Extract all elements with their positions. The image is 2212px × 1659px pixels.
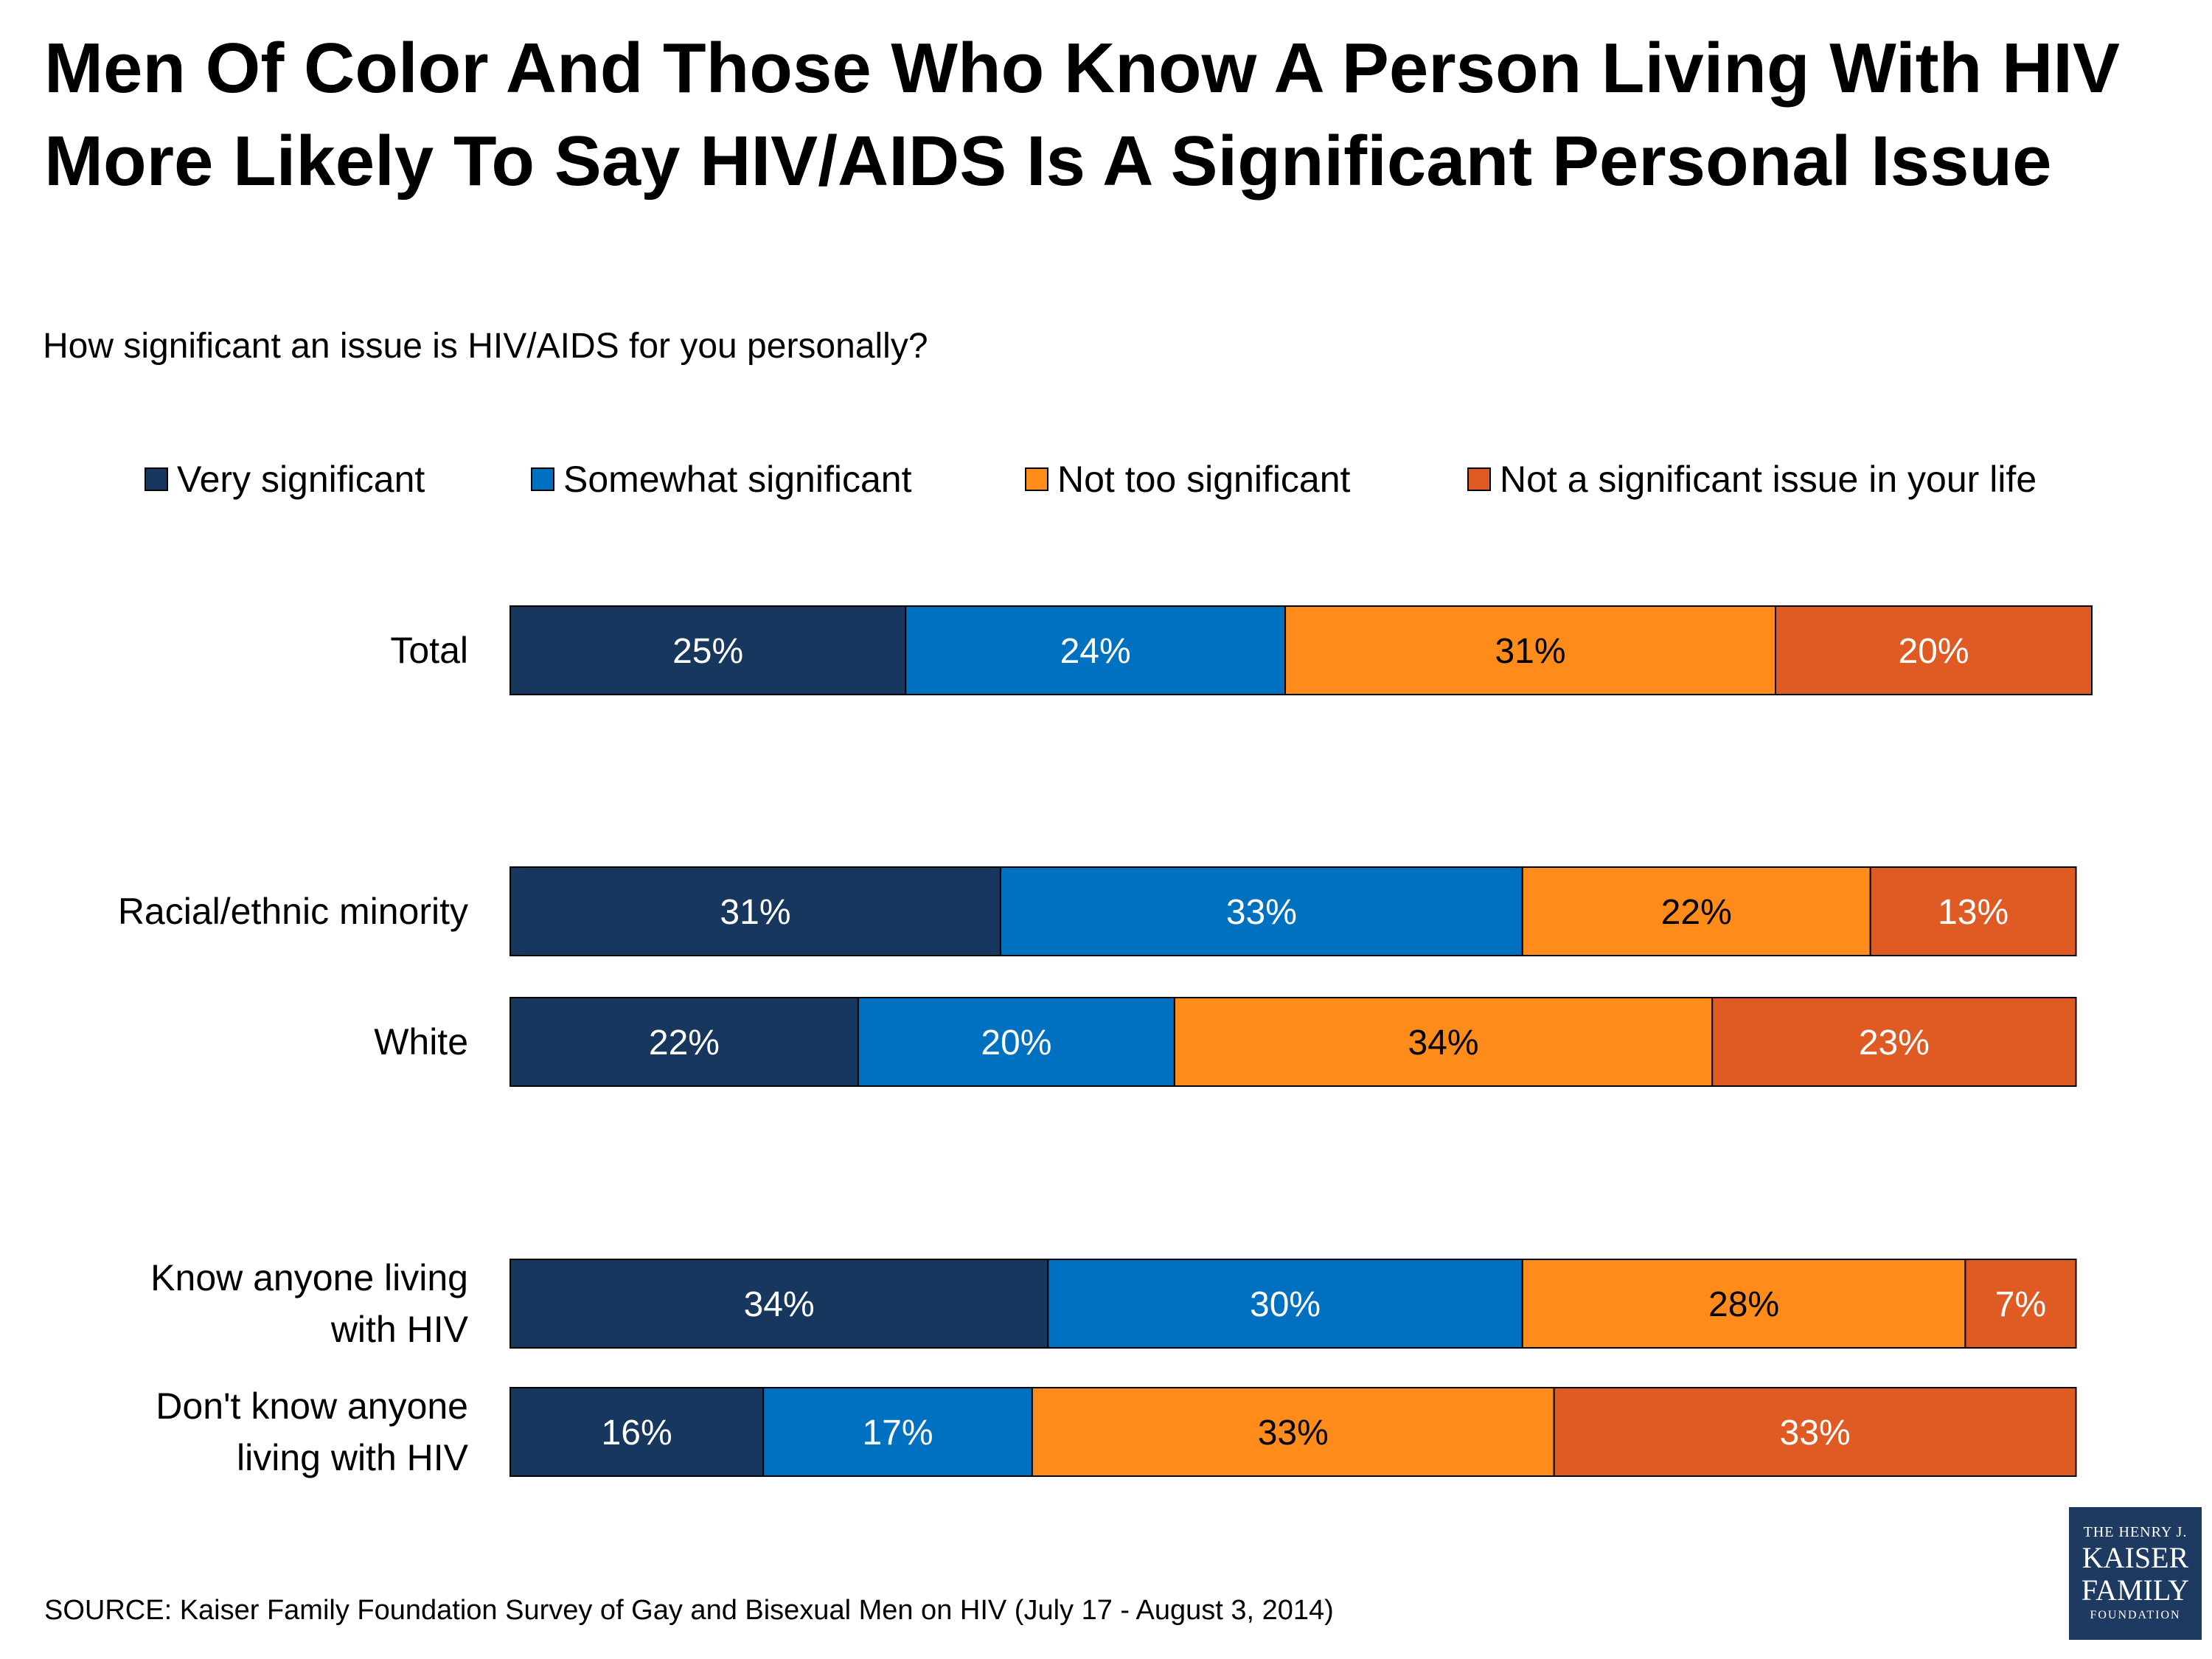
data-label-know-anyone-living-with-hiv-not-a-significant-issue-in-your-life: 7%: [1995, 1285, 2046, 1324]
legend-swatch: [1025, 467, 1048, 491]
bar-segment-white-somewhat-significant: [857, 997, 1175, 1087]
legend-swatch: [1467, 467, 1491, 491]
category-label-total: Total: [390, 630, 468, 671]
data-label-white-very-significant: 22%: [649, 1023, 720, 1062]
legend-label: Somewhat significant: [563, 459, 912, 500]
logo-line-3: FAMILY: [2081, 1573, 2190, 1607]
source-note: SOURCE: Kaiser Family Foundation Survey …: [44, 1595, 1334, 1626]
legend-item-very-significant: Very significant: [145, 450, 425, 509]
bar-segment-know-anyone-living-with-hiv-somewhat-significant: [1047, 1259, 1523, 1349]
title-line-2: More Likely To Say HIV/AIDS Is A Signifi…: [44, 122, 2052, 201]
logo-line-1: THE HENRY J.: [2083, 1524, 2188, 1540]
bar-segment-white-very-significant: [509, 997, 859, 1087]
bar-segment-white-not-too-significant: [1173, 997, 1714, 1087]
data-label-don-t-know-anyone-living-with-hiv-not-a-significant-issue-in-your-life: 33%: [1780, 1413, 1851, 1453]
data-label-total-not-a-significant-issue-in-your-life: 20%: [1898, 632, 1969, 671]
bar-segment-racial-ethnic-minority-not-a-significant-issue-in-your-life: [1869, 866, 2077, 956]
data-label-racial-ethnic-minority-not-too-significant: 22%: [1661, 893, 1732, 932]
data-label-white-somewhat-significant: 20%: [981, 1023, 1051, 1062]
category-label-racial-ethnic-minority: Racial/ethnic minority: [117, 891, 468, 932]
bar-segment-total-not-too-significant: [1284, 605, 1777, 695]
kff-logo: THE HENRY J. KAISER FAMILY FOUNDATION: [2069, 1507, 2202, 1640]
bar-segment-don-t-know-anyone-living-with-hiv-very-significant: [509, 1387, 765, 1477]
legend-label: Not a significant issue in your life: [1500, 459, 2037, 500]
legend-swatch: [145, 467, 168, 491]
bar-segment-know-anyone-living-with-hiv-not-too-significant: [1521, 1259, 1966, 1349]
bar-segment-know-anyone-living-with-hiv-not-a-significant-issue-in-your-life: [1964, 1259, 2077, 1349]
bar-segment-don-t-know-anyone-living-with-hiv-not-a-significant-issue-in-your-life: [1553, 1387, 2077, 1477]
data-label-know-anyone-living-with-hiv-somewhat-significant: 30%: [1250, 1285, 1321, 1324]
bar-segment-white-not-a-significant-issue-in-your-life: [1711, 997, 2077, 1087]
chart-title: Men Of Color And Those Who Know A Person…: [44, 22, 2168, 208]
bar-segment-racial-ethnic-minority-very-significant: [509, 866, 1001, 956]
data-label-don-t-know-anyone-living-with-hiv-very-significant: 16%: [602, 1413, 672, 1453]
bar-segment-know-anyone-living-with-hiv-very-significant: [509, 1259, 1049, 1349]
data-label-racial-ethnic-minority-somewhat-significant: 33%: [1226, 893, 1297, 932]
data-label-racial-ethnic-minority-very-significant: 31%: [720, 893, 790, 932]
data-label-white-not-too-significant: 34%: [1408, 1023, 1479, 1062]
legend-item-somewhat-significant: Somewhat significant: [531, 450, 911, 509]
legend-label: Not too significant: [1057, 459, 1351, 500]
data-label-racial-ethnic-minority-not-a-significant-issue-in-your-life: 13%: [1938, 893, 2008, 932]
bar-segment-don-t-know-anyone-living-with-hiv-somewhat-significant: [762, 1387, 1033, 1477]
logo-line-4: FOUNDATION: [2090, 1609, 2181, 1621]
legend-item-not-a-significant-issue-in-your-life: Not a significant issue in your life: [1467, 450, 2037, 509]
category-label-white: White: [374, 1021, 468, 1062]
data-label-know-anyone-living-with-hiv-not-too-significant: 28%: [1708, 1285, 1779, 1324]
data-label-total-not-too-significant: 31%: [1495, 632, 1565, 671]
data-label-don-t-know-anyone-living-with-hiv-not-too-significant: 33%: [1258, 1413, 1329, 1453]
bar-segment-racial-ethnic-minority-somewhat-significant: [999, 866, 1523, 956]
bar-segment-racial-ethnic-minority-not-too-significant: [1521, 866, 1871, 956]
legend: Very significant Somewhat significant Not …: [0, 450, 2212, 509]
category-label-don-t-know-anyone-living-with-hiv: Don't know anyone living with HIV: [156, 1385, 468, 1478]
bar-segment-total-not-a-significant-issue-in-your-life: [1775, 605, 2093, 695]
data-label-know-anyone-living-with-hiv-very-significant: 34%: [744, 1285, 815, 1324]
data-label-don-t-know-anyone-living-with-hiv-somewhat-significant: 17%: [862, 1413, 933, 1453]
data-label-total-very-significant: 25%: [672, 632, 743, 671]
legend-swatch: [531, 467, 554, 491]
bar-segment-total-very-significant: [509, 605, 907, 695]
legend-item-not-too-significant: Not too significant: [1025, 450, 1350, 509]
data-label-total-somewhat-significant: 24%: [1060, 632, 1131, 671]
bar-segment-don-t-know-anyone-living-with-hiv-not-too-significant: [1031, 1387, 1555, 1477]
category-label-know-anyone-living-with-hiv: Know anyone living with HIV: [150, 1257, 468, 1350]
logo-line-2: KAISER: [2081, 1541, 2189, 1574]
survey-question: How significant an issue is HIV/AIDS for…: [43, 327, 928, 366]
legend-label: Very significant: [177, 459, 425, 500]
title-line-1: Men Of Color And Those Who Know A Person…: [44, 29, 2120, 108]
data-label-white-not-a-significant-issue-in-your-life: 23%: [1859, 1023, 1930, 1062]
bar-segment-total-somewhat-significant: [905, 605, 1287, 695]
